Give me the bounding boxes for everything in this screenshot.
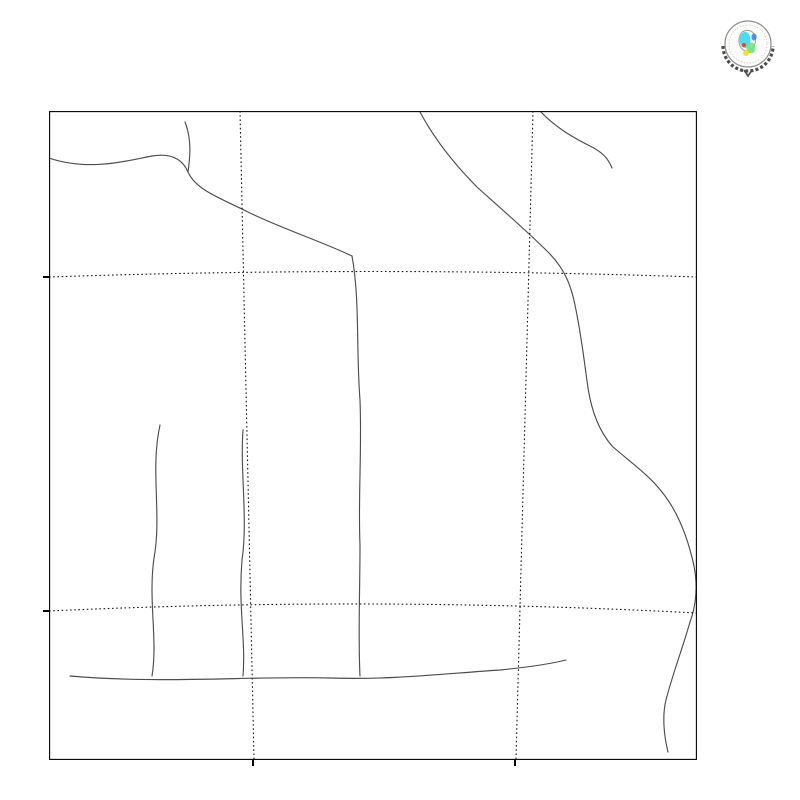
reflectivity-map-svg bbox=[49, 111, 697, 760]
gridline-60W bbox=[515, 111, 534, 760]
map-plot-area bbox=[49, 111, 697, 760]
gridline-30S bbox=[49, 270, 697, 278]
province-border bbox=[184, 121, 191, 173]
province-border bbox=[539, 111, 613, 169]
map-frame bbox=[49, 111, 697, 760]
province-border bbox=[351, 255, 362, 677]
colorbar bbox=[700, 105, 800, 780]
graticule-layer bbox=[49, 111, 697, 760]
province-border-parana-river bbox=[419, 111, 697, 753]
ytick-mark bbox=[43, 610, 49, 612]
province-border bbox=[69, 659, 567, 681]
xtick-mark bbox=[252, 760, 254, 766]
province-border bbox=[151, 424, 161, 677]
province-border bbox=[49, 154, 353, 257]
gridline-65W bbox=[239, 111, 255, 760]
wrf-users-group-logo bbox=[716, 10, 786, 80]
province-boundaries-layer bbox=[49, 111, 697, 753]
xtick-mark bbox=[514, 760, 516, 766]
wrf-logo-emblem-icon bbox=[721, 20, 775, 78]
gridline-35S bbox=[49, 603, 697, 614]
ytick-mark bbox=[43, 276, 49, 278]
province-border bbox=[240, 429, 245, 677]
